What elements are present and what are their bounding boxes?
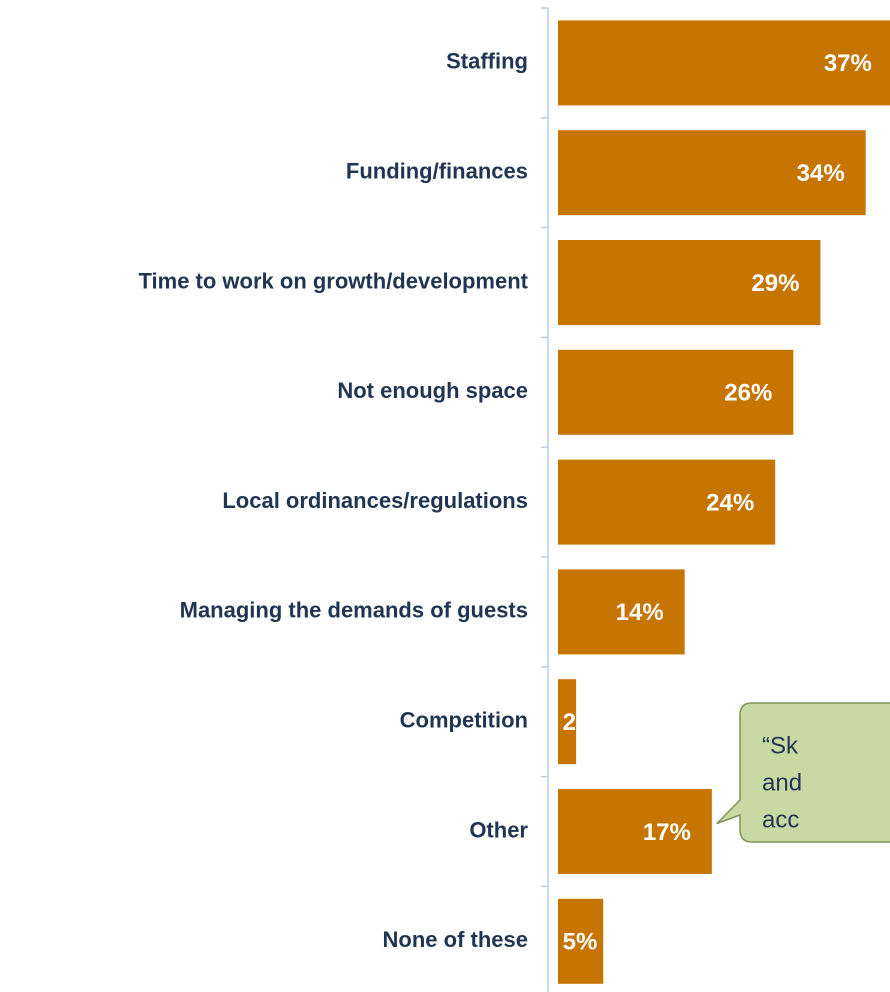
value-label: 29% <box>751 270 799 297</box>
category-label: Funding/finances <box>346 159 528 184</box>
category-label: Managing the demands of guests <box>180 598 528 623</box>
value-label: 26% <box>724 380 772 407</box>
bar <box>558 569 685 655</box>
callout-text: and <box>762 769 802 796</box>
value-label: 17% <box>643 819 691 846</box>
callout <box>716 702 890 843</box>
bar <box>558 898 604 984</box>
category-label: Other <box>469 817 528 842</box>
bar <box>558 679 577 765</box>
plot-area: Staffing 37% Funding/finances 34% Time to wo… <box>138 7 890 992</box>
category-label: Local ordinances/regulations <box>222 488 528 513</box>
category-label: Competition <box>400 708 528 733</box>
bar <box>558 240 821 325</box>
category-label: Staffing <box>446 49 528 74</box>
callout-text: “Sk <box>762 732 799 759</box>
category-label: Time to work on growth/development <box>138 268 528 293</box>
bar <box>558 20 890 106</box>
category-label: None of these <box>383 927 528 952</box>
bar <box>558 789 712 874</box>
value-label: 34% <box>797 160 845 187</box>
callout-text: acc <box>762 806 799 833</box>
bar <box>558 349 794 435</box>
value-label: 14% <box>616 599 664 626</box>
bar <box>558 130 866 216</box>
value-label: 24% <box>706 489 754 516</box>
bar <box>558 459 776 545</box>
value-label: 5% <box>563 929 598 956</box>
category-label: Not enough space <box>337 378 528 403</box>
value-label: 37% <box>824 50 872 77</box>
value-label: 2% <box>563 709 598 736</box>
